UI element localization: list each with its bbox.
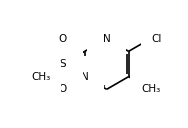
Text: CH₃: CH₃: [141, 84, 160, 94]
Text: N: N: [81, 72, 89, 82]
Text: CH₃: CH₃: [31, 72, 51, 82]
Text: O: O: [59, 84, 67, 94]
Text: N: N: [103, 34, 111, 44]
Text: S: S: [59, 59, 66, 69]
Text: O: O: [59, 34, 67, 44]
Text: Cl: Cl: [152, 34, 162, 44]
